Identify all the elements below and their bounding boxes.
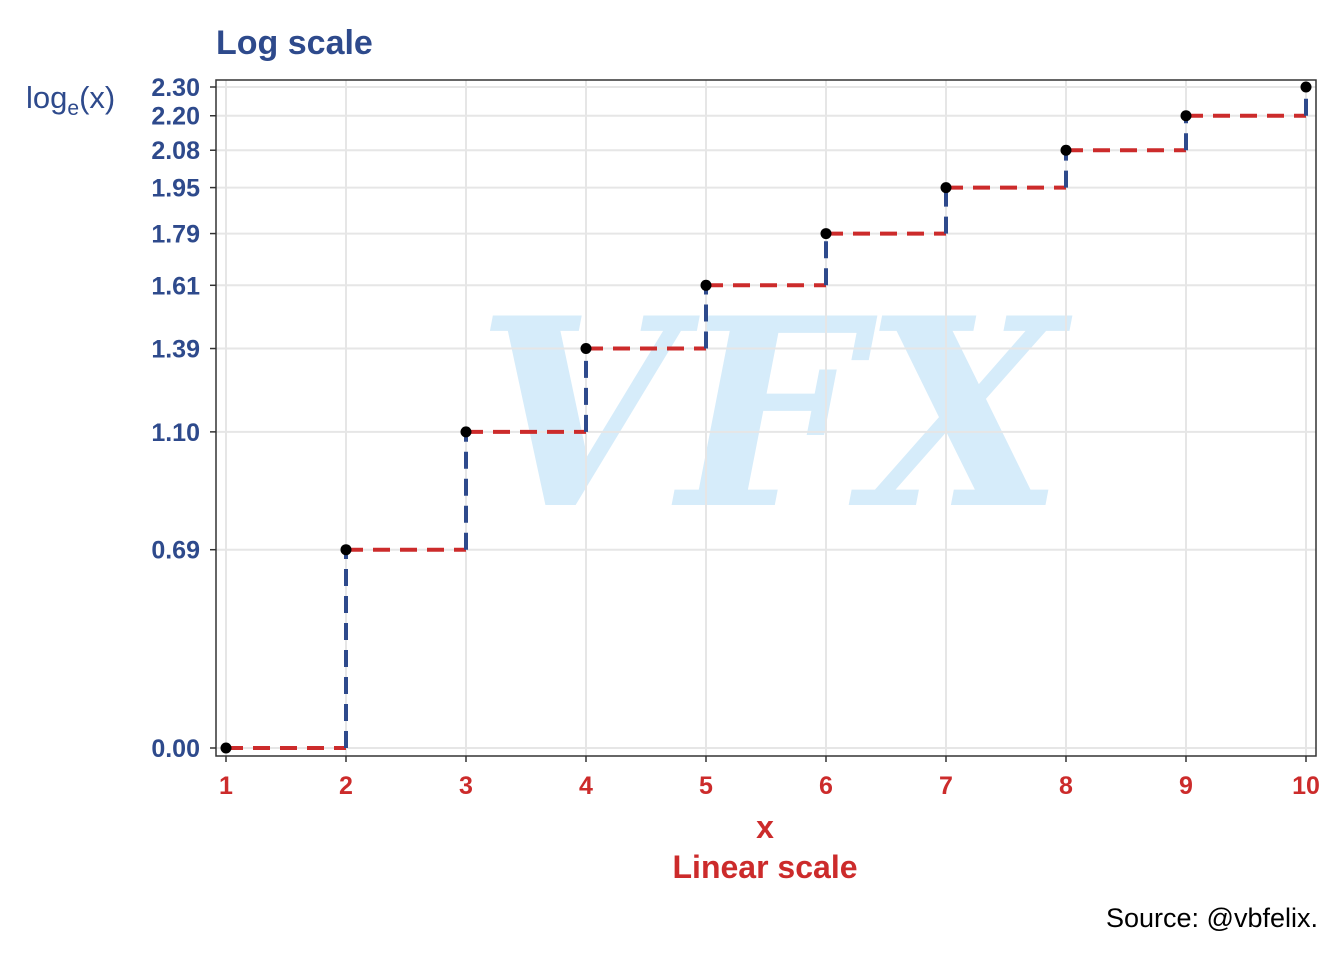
x-tick-label: 5 bbox=[699, 772, 713, 800]
x-tick-label: 2 bbox=[339, 772, 353, 800]
data-point bbox=[1300, 81, 1312, 93]
y-label-sub: e bbox=[67, 97, 79, 120]
plot-panel bbox=[215, 79, 1317, 757]
y-tick-label: 1.61 bbox=[151, 272, 200, 300]
y-tick-label: 0.00 bbox=[151, 735, 200, 763]
source-caption: Source: @vbfelix. bbox=[1106, 903, 1318, 933]
step-segments bbox=[226, 87, 1308, 750]
data-point bbox=[460, 426, 472, 438]
x-axis-ticks: 1 2 3 4 5 6 7 8 9 10 bbox=[219, 756, 1320, 800]
x-tick-label: 6 bbox=[819, 772, 833, 800]
y-tick-label: 2.20 bbox=[151, 103, 200, 131]
y-tick-label: 1.39 bbox=[151, 336, 200, 364]
y-label-tail: (x) bbox=[79, 80, 115, 115]
data-point bbox=[820, 228, 832, 240]
data-point bbox=[580, 343, 592, 355]
chart-title: Log scale bbox=[216, 24, 373, 62]
y-tick-label: 2.30 bbox=[151, 74, 200, 102]
x-tick-label: 9 bbox=[1179, 772, 1193, 800]
x-axis-label: x bbox=[756, 809, 774, 845]
y-axis-ticks: 0.00 0.69 1.10 1.39 1.61 1.79 1.95 2.08 2.202.30 bbox=[151, 74, 216, 763]
x-tick-label: 1 bbox=[219, 772, 233, 800]
x-axis-subtitle: Linear scale bbox=[673, 849, 858, 885]
data-point bbox=[700, 279, 712, 291]
y-axis-label: loge(x) bbox=[26, 80, 115, 120]
x-tick-label: 8 bbox=[1059, 772, 1073, 800]
y-tick-label: 0.69 bbox=[151, 537, 200, 565]
data-point bbox=[940, 182, 952, 194]
y-tick-label: 1.79 bbox=[151, 221, 200, 249]
x-tick-label: 3 bbox=[459, 772, 473, 800]
data-point bbox=[1180, 110, 1192, 122]
y-tick-label: 1.95 bbox=[151, 175, 200, 203]
x-tick-label: 7 bbox=[939, 772, 953, 800]
y-tick-label: 1.10 bbox=[151, 419, 200, 447]
data-point bbox=[220, 742, 232, 754]
watermark: VFX bbox=[476, 262, 1074, 567]
x-tick-label: 10 bbox=[1292, 772, 1320, 800]
y-label-main: log bbox=[26, 80, 67, 115]
data-points bbox=[220, 81, 1312, 754]
y-tick-label: 2.08 bbox=[151, 137, 200, 165]
grid-lines bbox=[216, 80, 1316, 756]
data-point bbox=[1060, 144, 1072, 156]
data-point bbox=[340, 544, 352, 556]
x-tick-label: 4 bbox=[579, 772, 593, 800]
